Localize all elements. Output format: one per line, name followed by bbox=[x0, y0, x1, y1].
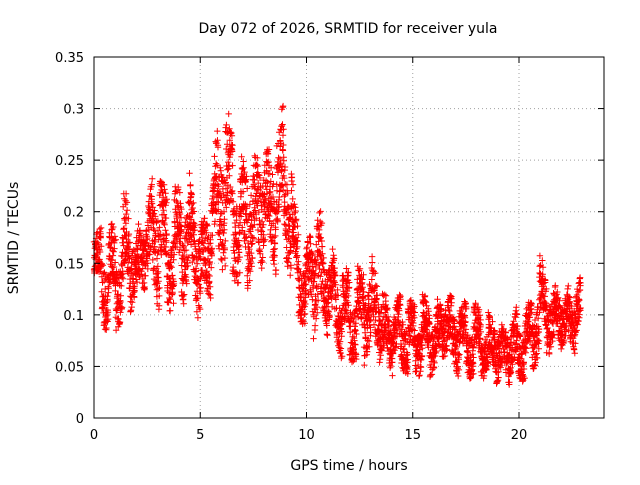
y-tick-label: 0.25 bbox=[55, 154, 84, 169]
y-tick-label: 0.3 bbox=[63, 103, 84, 118]
x-tick-label: 5 bbox=[196, 428, 204, 443]
y-tick-label: 0.05 bbox=[55, 360, 84, 375]
grid-lines bbox=[94, 57, 604, 418]
data-points bbox=[90, 102, 584, 388]
axis-ticks: 0 0.05 0.1 0.15 0.2 0.25 0.3 0.35 0 5 10 15 20 bbox=[55, 51, 604, 443]
y-tick-label: 0.35 bbox=[55, 51, 84, 66]
x-axis-label: GPS time / hours bbox=[290, 458, 407, 474]
chart-title: Day 072 of 2026, SRMTID for receiver yul… bbox=[198, 21, 497, 37]
x-tick-label: 10 bbox=[298, 428, 315, 443]
y-tick-label: 0.15 bbox=[55, 257, 84, 272]
srmtid-series-points bbox=[90, 102, 584, 388]
x-tick-label: 0 bbox=[90, 428, 98, 443]
y-tick-label: 0 bbox=[76, 412, 84, 427]
y-tick-label: 0.1 bbox=[63, 309, 84, 324]
y-axis-label: SRMTID / TECUs bbox=[6, 182, 22, 295]
x-tick-label: 20 bbox=[511, 428, 528, 443]
plot-frame bbox=[93, 56, 605, 419]
y-tick-label: 0.2 bbox=[63, 206, 84, 221]
x-tick-label: 15 bbox=[404, 428, 421, 443]
